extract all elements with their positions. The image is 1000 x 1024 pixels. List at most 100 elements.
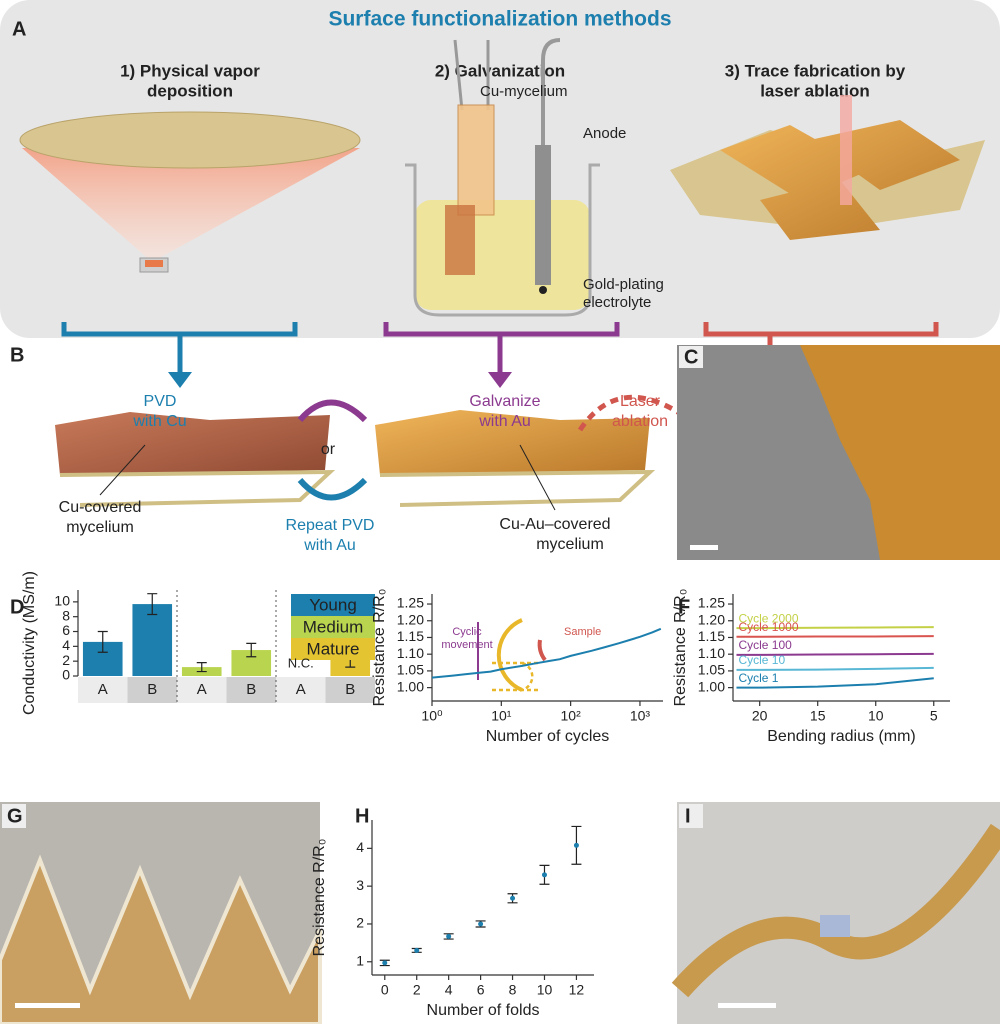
method-title: deposition	[147, 81, 233, 100]
letter-bg	[2, 804, 26, 828]
y-axis-label: Resistance R/R₀	[371, 589, 388, 707]
letter-bg	[679, 804, 703, 828]
ribbon	[671, 823, 1000, 998]
x-tick-label: 15	[810, 708, 826, 724]
cycle-arrow	[297, 477, 368, 501]
x-tick-label: 10⁰	[421, 708, 443, 724]
point	[414, 947, 420, 953]
step-label: ablation	[612, 413, 668, 430]
y-tick-label: 0	[62, 667, 70, 683]
point	[446, 933, 452, 939]
y-tick-label: 1.05	[698, 662, 725, 678]
pointer	[99, 444, 146, 496]
scale-bar	[15, 1003, 80, 1008]
caption: mycelium	[66, 519, 134, 536]
panel-letter: A	[12, 18, 26, 40]
x-tick-label: 10²	[561, 708, 582, 724]
category-cell	[325, 677, 375, 703]
legend-swatch	[291, 616, 375, 638]
x-axis-label: Bending radius (mm)	[767, 728, 916, 745]
y-tick-label: 1.20	[698, 611, 725, 627]
line	[736, 677, 934, 689]
annotation: Sample	[564, 626, 601, 638]
point	[478, 921, 484, 927]
error-bar	[97, 630, 108, 653]
x-tick-label: 10	[868, 708, 884, 724]
x-tick-label: 6	[477, 982, 485, 998]
method-title: laser ablation	[760, 81, 870, 100]
electrolyte	[415, 200, 590, 310]
pointer	[539, 286, 547, 294]
annotation: movement	[441, 639, 492, 651]
method-title: 3) Trace fabrication by	[725, 61, 906, 80]
y-tick-label: 4	[356, 839, 364, 855]
panel-letter: F	[678, 596, 690, 618]
x-tick-label: A	[197, 681, 207, 698]
panel-letter: H	[355, 805, 369, 827]
cu-mycelium	[55, 412, 330, 475]
fibers	[379, 469, 656, 507]
led	[820, 915, 850, 937]
category-cell	[78, 677, 128, 703]
bracket	[61, 322, 298, 375]
error-bar	[196, 662, 207, 673]
x-tick-label: 5	[930, 708, 938, 724]
x-tick-label: 0	[381, 982, 389, 998]
y-tick-label: 1.00	[397, 678, 424, 694]
x-tick-label: 10³	[630, 708, 651, 724]
bracket	[383, 322, 620, 375]
x-axis-label: Number of folds	[427, 1002, 540, 1019]
panel-a-title: Surface functionalization methods	[328, 8, 671, 31]
panel-letter: G	[7, 805, 23, 827]
sem-gold-region	[800, 345, 1000, 560]
arrowhead	[168, 372, 192, 388]
y-tick-label: 1.00	[698, 678, 725, 694]
legend-label: Medium	[303, 617, 363, 636]
method-title: 2) Galvanization	[435, 61, 565, 80]
y-tick-label: 4	[62, 637, 70, 653]
y-tick-label: 6	[62, 622, 70, 638]
category-cell	[226, 677, 276, 703]
cu-sample	[457, 104, 495, 216]
source-metal	[145, 260, 163, 267]
method-title: 1) Physical vapor	[120, 61, 260, 80]
y-tick-label: 2	[356, 915, 364, 931]
inset-sample	[537, 639, 547, 662]
y-tick-label: 1.05	[397, 662, 424, 678]
point	[382, 960, 388, 966]
letter-bg	[679, 346, 703, 368]
x-tick-label: 8	[509, 982, 517, 998]
y-tick-label: 1	[356, 952, 364, 968]
step-label: Galvanize	[469, 393, 540, 410]
panel-letter: C	[684, 346, 698, 368]
step-label: with Au	[303, 537, 356, 554]
y-tick-label: 2	[62, 652, 70, 668]
vapor-cone	[22, 148, 360, 262]
error-bar	[147, 593, 158, 616]
x-tick-label: B	[345, 681, 355, 698]
step-label: Laser	[620, 393, 661, 410]
x-tick-label: A	[296, 681, 306, 698]
step-label: with Cu	[132, 413, 186, 430]
bar	[132, 604, 173, 676]
arrowhead	[488, 372, 512, 388]
category-cell	[127, 677, 177, 703]
series-label: Cycle 100	[738, 638, 792, 652]
x-tick-label: 10¹	[491, 708, 512, 724]
laser-arrow	[577, 394, 692, 432]
caption: Cu-Au–covered	[499, 516, 610, 533]
y-axis-label: Resistance R/R₀	[672, 589, 689, 707]
x-tick-label: B	[246, 681, 256, 698]
series-label: Cycle 1000	[738, 620, 798, 634]
cycle-arrow	[297, 399, 368, 423]
y-tick-label: 1.25	[397, 595, 424, 611]
y-tick-label: 1.10	[397, 645, 424, 661]
fibers	[59, 469, 336, 507]
category-cell	[177, 677, 227, 703]
inset-dashed	[492, 661, 540, 692]
series-label: Cycle 1	[738, 671, 778, 685]
legend-swatch	[291, 638, 375, 660]
wire	[453, 39, 490, 111]
x-tick-label: 2	[413, 982, 421, 998]
